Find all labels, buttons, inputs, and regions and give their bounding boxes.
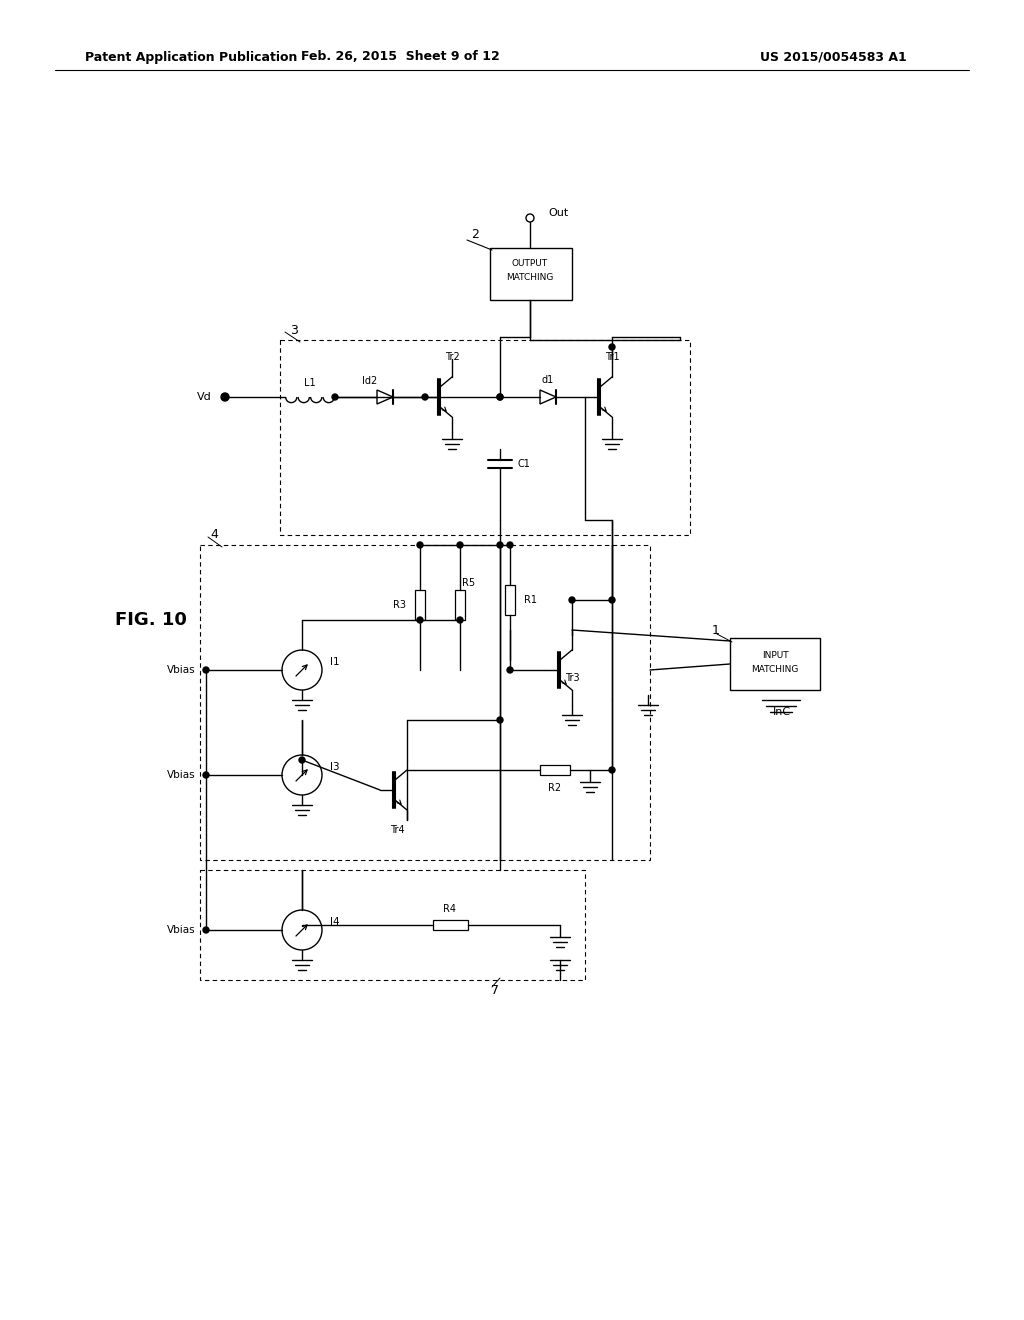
Bar (730, 638, 820, 690)
Circle shape (507, 667, 513, 673)
Text: d1: d1 (542, 375, 554, 385)
Text: FIG. 10: FIG. 10 (115, 611, 186, 630)
Circle shape (497, 543, 503, 548)
Circle shape (203, 667, 209, 673)
Circle shape (497, 393, 503, 400)
Text: 7: 7 (490, 983, 499, 997)
Circle shape (609, 767, 615, 774)
Text: 3: 3 (290, 323, 298, 337)
Circle shape (221, 393, 229, 401)
Circle shape (457, 616, 463, 623)
Text: 1: 1 (712, 623, 720, 636)
Text: MATCHING: MATCHING (506, 273, 554, 282)
Circle shape (609, 597, 615, 603)
Bar (540, 766, 570, 775)
Circle shape (609, 345, 615, 350)
Text: Out: Out (548, 209, 568, 218)
Bar (433, 920, 468, 931)
Text: Vbias: Vbias (167, 770, 196, 780)
Bar (505, 585, 515, 615)
Bar (200, 870, 585, 979)
Bar (200, 545, 650, 861)
Text: R5: R5 (462, 578, 475, 587)
Bar (415, 590, 425, 620)
Circle shape (203, 927, 209, 933)
Text: Vbias: Vbias (167, 925, 196, 935)
Text: R2: R2 (549, 783, 561, 793)
Text: I1: I1 (330, 657, 340, 667)
Circle shape (332, 393, 338, 400)
Text: I4: I4 (330, 917, 340, 927)
Text: I3: I3 (330, 762, 340, 772)
Circle shape (569, 597, 575, 603)
Text: Vd: Vd (198, 392, 212, 403)
Text: Id2: Id2 (362, 376, 378, 385)
Circle shape (507, 543, 513, 548)
Circle shape (497, 717, 503, 723)
Text: 4: 4 (210, 528, 218, 540)
Text: R4: R4 (443, 904, 457, 913)
Text: InC: InC (773, 708, 792, 717)
Text: 2: 2 (471, 228, 479, 242)
Text: Tr4: Tr4 (390, 825, 404, 836)
Circle shape (417, 616, 423, 623)
Bar (455, 590, 465, 620)
Text: R1: R1 (524, 595, 537, 605)
Text: MATCHING: MATCHING (752, 664, 799, 673)
Text: Tr3: Tr3 (565, 673, 580, 682)
Circle shape (457, 543, 463, 548)
Bar (280, 341, 690, 535)
Text: R3: R3 (393, 601, 406, 610)
Text: Tr2: Tr2 (445, 352, 460, 362)
Text: L1: L1 (304, 378, 315, 388)
Circle shape (203, 772, 209, 777)
Text: Patent Application Publication: Patent Application Publication (85, 50, 297, 63)
Circle shape (299, 756, 305, 763)
Text: Feb. 26, 2015  Sheet 9 of 12: Feb. 26, 2015 Sheet 9 of 12 (301, 50, 500, 63)
Bar (490, 248, 572, 300)
Circle shape (497, 393, 503, 400)
Text: Vbias: Vbias (167, 665, 196, 675)
Text: Tr1: Tr1 (605, 352, 620, 362)
Circle shape (417, 543, 423, 548)
Circle shape (422, 393, 428, 400)
Text: INPUT: INPUT (762, 651, 788, 660)
Text: C1: C1 (518, 459, 530, 469)
Text: US 2015/0054583 A1: US 2015/0054583 A1 (760, 50, 906, 63)
Text: OUTPUT: OUTPUT (512, 260, 548, 268)
